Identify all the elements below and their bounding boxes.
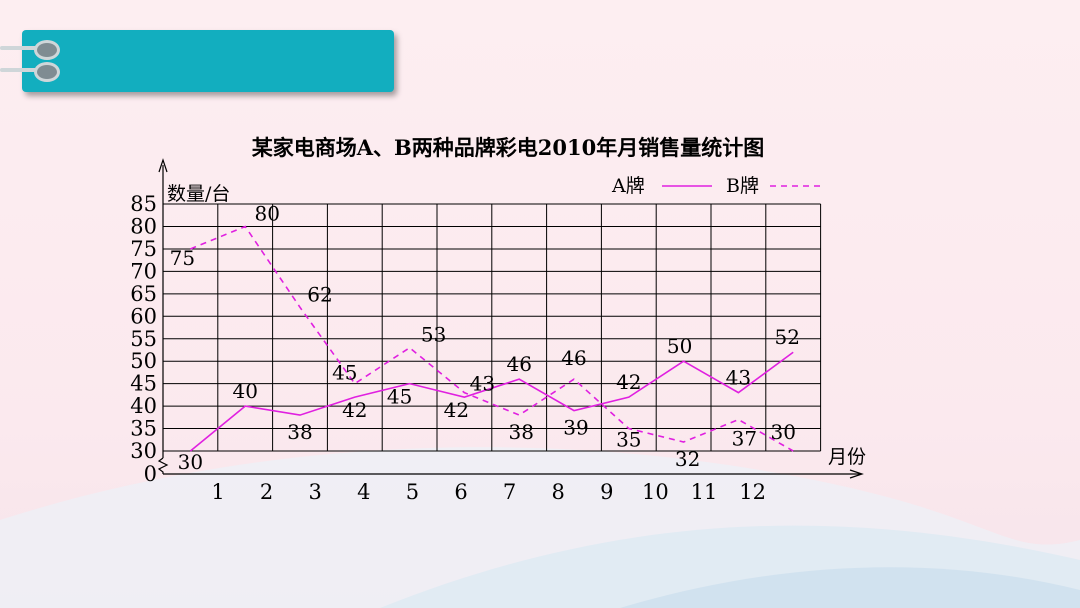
y-tick-label: 35 [130,417,157,441]
data-label-b: 35 [616,428,641,452]
y-tick-label: 70 [130,259,157,283]
x-tick-label: 6 [454,480,467,504]
chart-title: 某家电商场A、B两种品牌彩电2010年月销售量统计图 [252,135,765,160]
y-tick-label: 50 [130,349,157,373]
legend: A牌 B牌 [611,175,820,197]
data-label-a: 39 [563,416,588,440]
x-tick-label: 2 [260,480,273,504]
y-tick-label: 30 [130,439,157,463]
series-line-b [190,225,794,452]
data-label-a: 38 [287,420,312,444]
x-tick-labels: 1 2 3 4 5 6 7 8 9 10 11 12 [211,480,766,504]
y-tick-label: 40 [130,394,157,418]
data-label-b: 80 [254,202,279,226]
x-tick-label: 1 [211,480,224,504]
y-axis-label: 数量/台 [167,183,230,205]
y-tick-label: 75 [130,237,157,261]
data-label-a: 50 [667,334,692,358]
chart-grid [163,203,822,452]
x-tick-label: 10 [642,480,669,504]
y-tick-label: 65 [130,282,157,306]
data-label-a: 42 [342,398,367,422]
y-axis-arrow [158,158,168,173]
y-tick-label: 0 [144,462,157,486]
x-tick-label: 11 [691,480,718,504]
x-tick-label: 7 [503,480,516,504]
data-label-b: 46 [561,346,586,370]
y-tick-label: 80 [130,215,157,239]
data-label-a: 52 [774,325,799,349]
data-labels: 30 40 38 42 45 42 46 39 42 50 43 52 75 80 62 45 53 43 38 46… [170,202,800,475]
data-label-b: 43 [470,372,495,396]
data-label-b: 62 [307,282,332,306]
x-tick-label: 5 [406,480,419,504]
series-line-a [189,351,794,452]
data-label-b: 53 [421,323,446,347]
data-label-b: 32 [675,447,700,471]
x-tick-label: 4 [357,480,370,504]
x-axis-arrow [849,469,864,479]
y-axis-break [157,457,169,474]
x-axis-label: 月份 [828,446,866,468]
data-label-a: 42 [444,398,469,422]
x-tick-label: 9 [600,480,613,504]
data-label-a: 40 [232,379,257,403]
data-label-a: 42 [616,370,641,394]
legend-label-b: B牌 [726,175,759,197]
data-label-b: 38 [508,420,533,444]
x-tick-label: 12 [739,480,766,504]
binder-ring-bar [0,68,46,72]
binder-ring-bar [0,46,46,50]
y-tick-label: 55 [130,327,157,351]
data-label-b: 75 [170,246,195,270]
data-label-b: 37 [732,427,757,451]
y-tick-label: 60 [130,304,157,328]
data-label-a: 30 [178,450,203,474]
y-tick-label: 85 [130,192,157,216]
header-bar [22,30,394,92]
binder-ring-icon [34,40,60,60]
x-tick-label: 8 [552,480,565,504]
x-tick-label: 3 [309,480,322,504]
binder-ring-icon [34,62,60,82]
data-label-b: 30 [770,420,795,444]
legend-label-a: A牌 [611,175,645,197]
series-lines [189,225,794,452]
data-label-a: 43 [726,366,751,390]
data-label-a: 45 [387,385,412,409]
chart-axes [157,158,864,479]
data-label-b: 45 [332,361,357,385]
y-tick-label: 45 [130,372,157,396]
data-label-a: 46 [506,352,531,376]
